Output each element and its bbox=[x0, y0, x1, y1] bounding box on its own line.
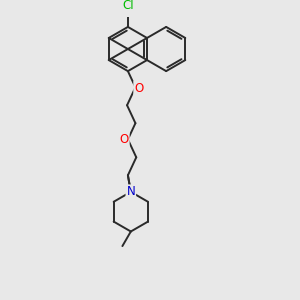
Text: Cl: Cl bbox=[122, 0, 134, 13]
Text: O: O bbox=[134, 82, 143, 94]
Text: N: N bbox=[126, 185, 135, 198]
Text: O: O bbox=[119, 133, 129, 146]
